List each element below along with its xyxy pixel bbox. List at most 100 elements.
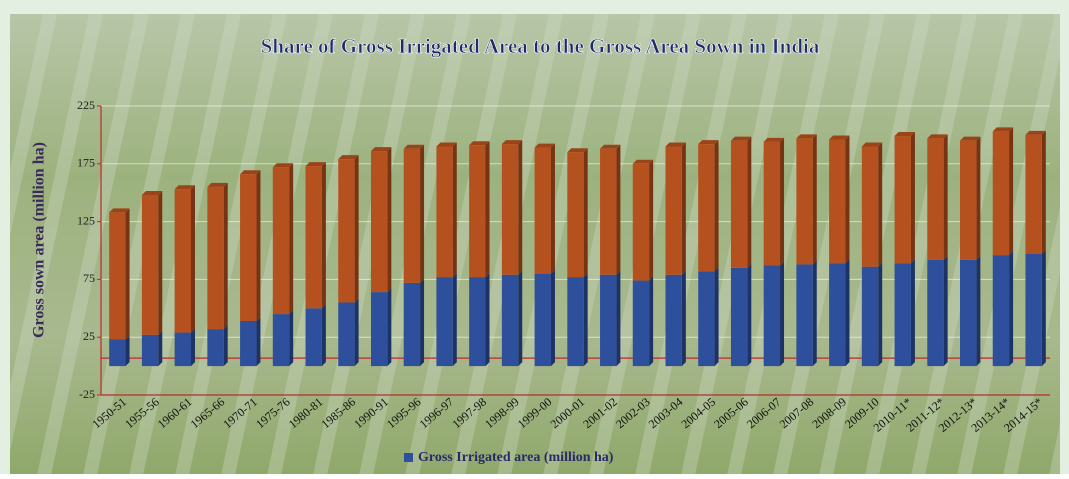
bar [632, 163, 650, 281]
bar-top [501, 140, 523, 145]
bar [665, 274, 682, 367]
bar-top [600, 144, 621, 149]
y-tick-label: 125 [77, 213, 95, 227]
bar-side [550, 143, 555, 274]
bar-side [387, 147, 392, 293]
bar-top [894, 132, 915, 137]
bar [370, 292, 388, 367]
bar-side [1009, 251, 1014, 367]
bar-side [616, 270, 621, 367]
bar [829, 263, 846, 367]
bar-side [714, 140, 719, 272]
bar [141, 195, 159, 335]
bar [829, 139, 846, 264]
bar [403, 148, 421, 283]
bar [796, 138, 813, 265]
bar-top [698, 140, 719, 145]
bar [567, 152, 584, 278]
bar-side [485, 141, 490, 278]
bar-side [747, 136, 752, 268]
bar [174, 189, 191, 333]
bar [305, 166, 322, 309]
bar-side [125, 208, 130, 340]
bar [763, 265, 781, 367]
bar-top [370, 147, 392, 152]
bar-side [452, 273, 457, 367]
bar-side [1041, 130, 1046, 254]
bar-side [616, 144, 621, 275]
bar-side [943, 255, 948, 367]
bar-side [780, 261, 785, 367]
bar-top [1025, 130, 1046, 135]
bar-side [910, 259, 915, 367]
bar-side [878, 142, 883, 267]
bar-side [1009, 127, 1014, 256]
bar [567, 277, 584, 367]
y-axis-label: Gross sown area (million ha) [31, 142, 48, 338]
bar [534, 147, 551, 274]
bar-side [223, 325, 228, 367]
bar-top [730, 136, 752, 141]
y-tick-label: 175 [77, 156, 95, 170]
bar-side [681, 270, 686, 367]
bar-side [420, 144, 425, 283]
bar [861, 146, 879, 267]
bar-side [780, 137, 785, 266]
bar [403, 282, 421, 367]
bar [338, 302, 355, 367]
bar-side [289, 163, 294, 315]
y-tick-label: 225 [77, 98, 95, 112]
bar [240, 174, 257, 322]
bar [1025, 134, 1042, 254]
bar [600, 148, 617, 275]
bar [992, 255, 1010, 367]
bar-side [583, 273, 588, 367]
bar [207, 186, 224, 330]
bar-top [109, 208, 130, 213]
bar [960, 259, 977, 367]
bar [240, 321, 257, 367]
bar [501, 274, 519, 367]
bar-top [305, 162, 326, 167]
bar-side [158, 330, 163, 367]
bar [927, 138, 944, 260]
bar-side [354, 155, 359, 303]
legend-swatch [404, 453, 413, 462]
bar [436, 146, 453, 278]
bar [763, 141, 781, 266]
bar-side [812, 134, 817, 265]
bar [436, 277, 453, 367]
bar [730, 267, 748, 367]
bar-top [829, 135, 850, 140]
bar-side [845, 135, 850, 264]
bar [305, 308, 322, 367]
bar-side [420, 278, 425, 367]
bar [730, 140, 748, 268]
bar-side [845, 259, 850, 367]
bar-side [518, 140, 523, 275]
bar [272, 314, 290, 367]
y-tick-label: 25 [83, 329, 95, 343]
bar-side [485, 273, 490, 367]
bar [698, 271, 715, 367]
bar-side [321, 162, 326, 309]
bar [960, 140, 977, 260]
bar-side [387, 288, 392, 367]
bar-side [583, 148, 588, 278]
bar [861, 266, 879, 367]
bar-side [747, 263, 752, 367]
bar-side [714, 267, 719, 367]
bar-side [976, 255, 981, 367]
bar-side [878, 262, 883, 367]
bar [272, 167, 290, 315]
bar-side [190, 185, 195, 333]
bar [632, 280, 650, 367]
legend-label: Gross Irrigated area (million ha) [418, 450, 614, 465]
bar-side [125, 335, 130, 367]
bar-top [534, 143, 555, 148]
bar [534, 273, 551, 367]
bar-side [190, 328, 195, 367]
bar [174, 332, 191, 367]
bar-top [960, 136, 981, 141]
